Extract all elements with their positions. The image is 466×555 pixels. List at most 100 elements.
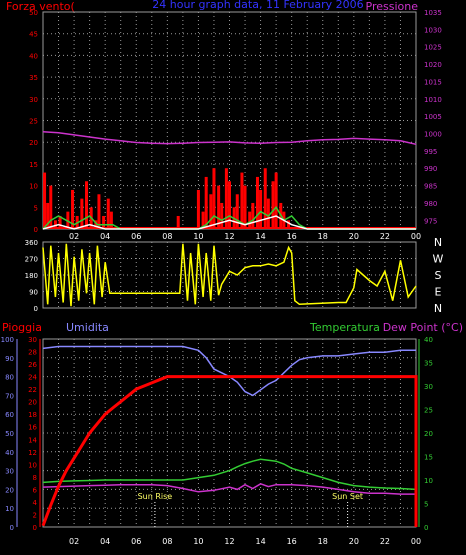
x-tick-label: 12 xyxy=(224,537,234,546)
x-tick-label: 20 xyxy=(349,537,359,546)
wind-gust-bar xyxy=(201,211,205,229)
wind-direction-line xyxy=(42,243,417,307)
temperature-tick-label: 5 xyxy=(424,501,428,509)
wind-gust-bar xyxy=(220,202,224,229)
label-umidita: Umidita xyxy=(66,321,109,334)
compass-label: E xyxy=(435,286,442,299)
x-tick-label: 06 xyxy=(131,232,141,241)
right-tick-label: 980 xyxy=(424,200,437,208)
temperature-tick-label: 35 xyxy=(424,360,433,368)
temperature-tick-label: 15 xyxy=(424,454,433,462)
humidity-tick-label: 80 xyxy=(5,374,14,382)
right-tick-label: 1015 xyxy=(424,78,442,86)
humidity-tick-label: 10 xyxy=(5,505,14,513)
wind-gust-bar xyxy=(43,172,47,229)
dew-point-series-line xyxy=(42,482,416,495)
rain-tick-label: 2 xyxy=(33,511,37,519)
humidity-tick-label: 100 xyxy=(1,336,14,344)
wind-gust-bar xyxy=(240,172,244,229)
x-tick-label: 16 xyxy=(287,232,297,241)
umidita-series-line xyxy=(42,345,416,397)
wind-gust-bar xyxy=(287,220,291,229)
temperature-tick-label: 10 xyxy=(424,477,433,485)
wind-gust-bar xyxy=(235,194,239,229)
left-tick-label: 25 xyxy=(29,118,38,126)
wind-gust-bar xyxy=(94,220,98,229)
wind-gust-bar xyxy=(196,189,200,229)
pioggia-series-line xyxy=(41,375,418,527)
humidity-tick-label: 30 xyxy=(5,468,14,476)
left-tick-label: 35 xyxy=(29,74,38,82)
sun-event-label: Sun Set xyxy=(332,492,363,501)
left-axis-title: Forza vento( xyxy=(6,0,75,13)
x-tick-label: 18 xyxy=(318,232,328,241)
wind-gust-bar xyxy=(204,176,208,229)
rain-tick-label: 24 xyxy=(28,374,37,382)
wind-gust-bar xyxy=(228,181,231,229)
humidity-tick-label: 50 xyxy=(5,430,14,438)
rain-tick-label: 26 xyxy=(28,361,37,369)
green-series-line xyxy=(42,206,416,230)
rain-tick-label: 4 xyxy=(33,499,38,507)
wind-gust-bar xyxy=(209,194,213,229)
left-tick-label: 50 xyxy=(29,9,38,17)
rain-tick-label: 6 xyxy=(33,486,38,494)
wind-gust-bar xyxy=(259,189,263,229)
temperature-tick-label: 40 xyxy=(424,336,433,344)
x-tick-label: 08 xyxy=(162,232,172,241)
temperature-tick-label: 0 xyxy=(424,524,428,532)
humidity-tick-label: 70 xyxy=(5,392,14,400)
left-tick-label: 20 xyxy=(29,139,38,147)
x-tick-label: 10 xyxy=(193,537,203,546)
wind-gust-bar xyxy=(49,185,53,229)
wind-gust-bar xyxy=(274,172,278,229)
x-tick-label: 04 xyxy=(100,232,110,241)
x-tick-label: 06 xyxy=(131,537,141,546)
x-tick-label: 20 xyxy=(349,232,359,241)
right-tick-label: 1000 xyxy=(424,131,442,139)
rain-tick-label: 20 xyxy=(28,399,37,407)
right-tick-label: 990 xyxy=(424,165,437,173)
x-tick-label: 18 xyxy=(318,537,328,546)
rain-tick-label: 12 xyxy=(28,449,37,457)
humidity-temperature-panel: Sun Rise Sun Set 0 10 20 30 40 50 60 70 80 90 100 0 2… xyxy=(1,321,463,546)
rain-tick-label: 8 xyxy=(33,474,37,482)
x-tick-label: 22 xyxy=(380,537,390,546)
wind-gust-bar xyxy=(71,189,75,229)
right-axis-title: Pressione xyxy=(366,0,419,13)
rain-tick-label: 0 xyxy=(33,524,37,532)
wind-gust-bar xyxy=(46,202,50,229)
humidity-tick-label: 40 xyxy=(5,449,14,457)
right-tick-label: 1005 xyxy=(424,113,442,121)
rain-tick-label: 10 xyxy=(28,461,37,469)
right-tick-label: 1020 xyxy=(424,61,442,69)
rain-tick-label: 28 xyxy=(28,349,37,357)
compass-label: S xyxy=(435,269,442,282)
right-tick-label: 975 xyxy=(424,217,437,225)
x-tick-label: 14 xyxy=(255,232,265,241)
wind-gust-bar xyxy=(212,168,216,229)
left-tick-label: 360 xyxy=(25,239,38,247)
wind-gust-bar xyxy=(224,168,228,229)
wind-gust-bar xyxy=(217,185,221,229)
sun-event-label: Sun Rise xyxy=(138,492,173,501)
label-temperatura: Temperatura xyxy=(309,321,380,334)
compass-label: N xyxy=(434,236,442,249)
wind-gust-bar xyxy=(176,215,180,229)
label-dewpoint: Dew Point (°C) xyxy=(383,321,463,334)
x-tick-label: 08 xyxy=(162,537,172,546)
temperature-tick-label: 20 xyxy=(424,430,433,438)
left-tick-label: 40 xyxy=(29,52,38,60)
compass-label: W xyxy=(433,253,444,266)
wind-gust-bar xyxy=(266,198,270,229)
wind-gust-bar xyxy=(271,181,275,229)
humidity-tick-label: 60 xyxy=(5,411,14,419)
humidity-tick-label: 90 xyxy=(5,355,14,363)
right-tick-label: 995 xyxy=(424,148,437,156)
wind-gust-bar xyxy=(263,168,267,229)
temperatura-series-line xyxy=(42,458,417,491)
left-tick-label: 0 xyxy=(34,305,38,313)
wind-gust-bar xyxy=(97,194,101,229)
